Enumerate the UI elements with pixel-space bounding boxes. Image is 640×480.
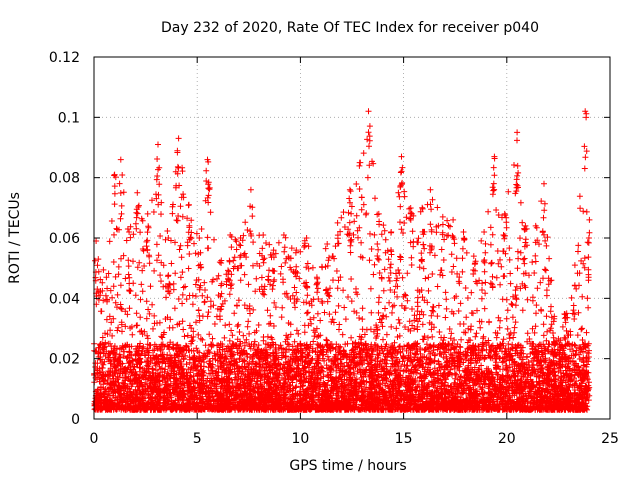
- y-tick-label: 0.06: [49, 231, 80, 247]
- y-tick-label: 0.1: [58, 110, 80, 126]
- y-axis-label: ROTI / TECUs: [7, 192, 23, 284]
- x-tick-label: 20: [498, 431, 516, 447]
- y-tick-label: 0: [71, 412, 80, 428]
- axis-ticks: [93, 56, 611, 420]
- x-tick-label: 10: [291, 431, 309, 447]
- y-tick-label: 0.12: [49, 50, 80, 66]
- y-tick-label: 0.08: [49, 171, 80, 187]
- x-tick-label: 5: [193, 431, 202, 447]
- x-tick-label: 15: [395, 431, 413, 447]
- chart-title: Day 232 of 2020, Rate Of TEC Index for r…: [161, 20, 539, 36]
- x-tick-label: 0: [90, 431, 99, 447]
- data-points: [91, 108, 593, 413]
- x-tick-label: 25: [601, 431, 619, 447]
- x-axis-label: GPS time / hours: [289, 458, 406, 474]
- y-tick-label: 0.04: [49, 291, 80, 307]
- tick-labels: 0 5 10 15 20 25 0 0.02 0.04 0.06 0.08 0.1 0.12: [49, 50, 619, 447]
- y-tick-label: 0.02: [49, 352, 80, 368]
- roti-point-markers: [91, 108, 593, 413]
